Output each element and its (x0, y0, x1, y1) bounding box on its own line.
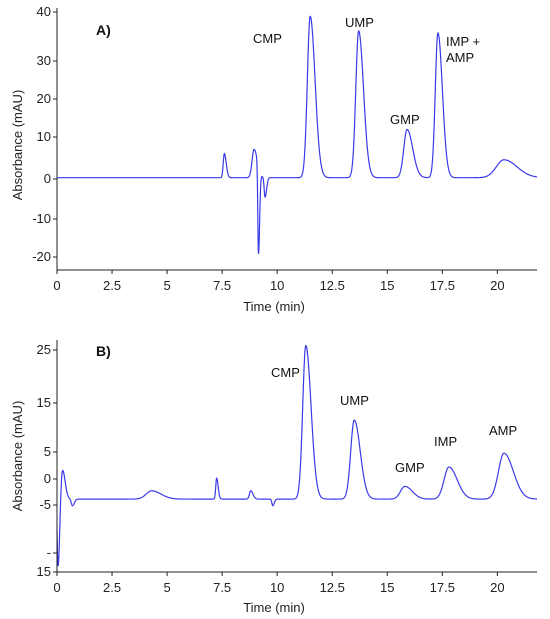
panel-b-x-title: Time (min) (243, 600, 305, 615)
panel-b-y-ticks: 25 15 5 0 -5 - 15 (37, 342, 57, 579)
panel-a-trace (57, 15, 538, 254)
y-tick-label: -10 (32, 211, 51, 226)
x-tick-label: 7.5 (213, 278, 231, 293)
x-tick-label: 10 (270, 580, 284, 595)
y-tick-label: 20 (37, 91, 51, 106)
y-tick-label: -5 (39, 497, 51, 512)
panel-b-x-ticks: 0 2.5 5 7.5 10 12.5 15 17.5 20 (53, 572, 505, 595)
x-tick-label: 15 (380, 278, 394, 293)
y-tick-label: 30 (37, 53, 51, 68)
panel-a-label: A) (96, 22, 111, 38)
panel-a-peak-label-cmp: CMP (253, 31, 282, 46)
panel-a-x-title: Time (min) (243, 299, 305, 314)
x-tick-label: 5 (163, 580, 170, 595)
y-tick-label: 0 (44, 471, 51, 486)
panel-b: 25 15 5 0 -5 - 15 0 2.5 5 7.5 10 12.5 15 17.5 20 B) Ti… (10, 340, 538, 615)
panel-a-peak-label-ump: UMP (345, 15, 374, 30)
panel-a-y-ticks: 40 30 20 10 0 -10 -20 (32, 4, 57, 264)
panel-b-peak-label-ump: UMP (340, 393, 369, 408)
panel-b-peak-label-imp: IMP (434, 434, 457, 449)
x-tick-label: 17.5 (430, 580, 455, 595)
y-tick-label: 15 (37, 564, 51, 579)
panel-a-peak-label-imp-amp: IMP + AMP (446, 34, 484, 65)
y-tick-label: - (47, 545, 51, 560)
x-tick-label: 0 (53, 278, 60, 293)
panel-a-y-title: Absorbance (mAU) (10, 90, 25, 201)
panel-a-x-ticks: 0 2.5 5 7.5 10 12.5 15 17.5 20 (53, 270, 505, 293)
x-tick-label: 20 (490, 278, 504, 293)
x-tick-label: 10 (270, 278, 284, 293)
x-tick-label: 0 (53, 580, 60, 595)
panel-a-peak-label-gmp: GMP (390, 112, 420, 127)
y-tick-label: 25 (37, 342, 51, 357)
y-tick-label: 40 (37, 4, 51, 19)
y-tick-label: 15 (37, 395, 51, 410)
x-tick-label: 20 (490, 580, 504, 595)
panel-b-peak-label-amp: AMP (489, 423, 517, 438)
panel-b-y-title: Absorbance (mAU) (10, 401, 25, 512)
y-tick-label: 5 (44, 444, 51, 459)
panel-b-label: B) (96, 343, 111, 359)
x-tick-label: 15 (380, 580, 394, 595)
x-tick-label: 2.5 (103, 580, 121, 595)
x-tick-label: 7.5 (213, 580, 231, 595)
y-tick-label: 10 (37, 129, 51, 144)
panel-a: 40 30 20 10 0 -10 -20 0 2.5 5 7.5 10 12.5 15 17.5 20 A… (10, 4, 538, 314)
x-tick-label: 5 (163, 278, 170, 293)
panel-b-peak-label-cmp: CMP (271, 365, 300, 380)
y-tick-label: -20 (32, 249, 51, 264)
x-tick-label: 12.5 (320, 580, 345, 595)
x-tick-label: 2.5 (103, 278, 121, 293)
x-tick-label: 17.5 (430, 278, 455, 293)
x-tick-label: 12.5 (320, 278, 345, 293)
panel-b-trace (56, 344, 538, 567)
panel-b-peak-label-gmp: GMP (395, 460, 425, 475)
y-tick-label: 0 (44, 171, 51, 186)
